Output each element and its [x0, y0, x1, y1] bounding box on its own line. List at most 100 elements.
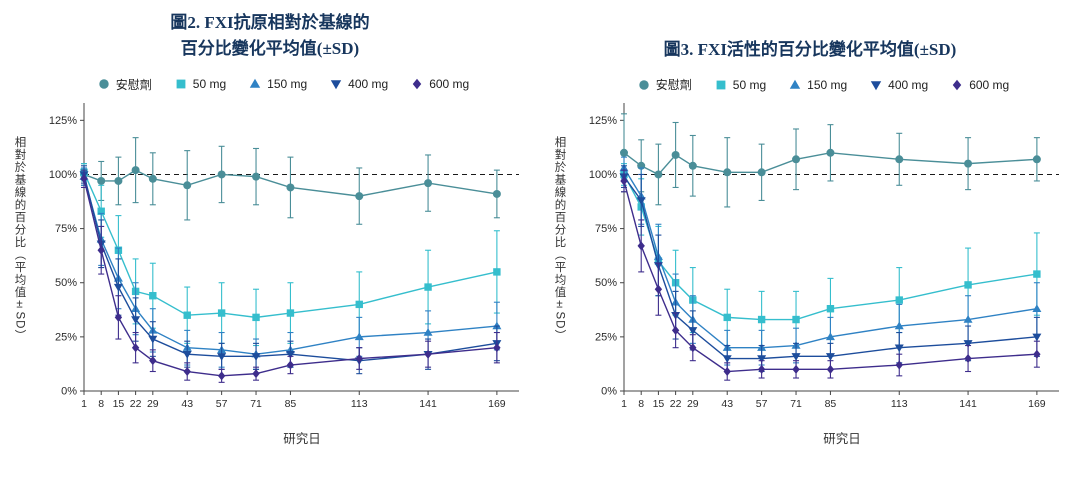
marker-circle	[653, 170, 662, 179]
marker-triangle-up	[894, 321, 904, 330]
marker-circle	[639, 80, 649, 90]
legend-item-50-mg: 50 mg	[174, 77, 226, 91]
y-tick-label: 100%	[48, 169, 76, 181]
legend-item-安慰劑: 安慰劑	[97, 76, 152, 93]
figure-3-title: 圖3. FXI活性的百分比變化平均值(±SD)	[664, 10, 957, 63]
marker-diamond	[148, 355, 157, 365]
x-tick-label: 141	[959, 398, 977, 410]
figure-2-y-axis-label: 相對於基線的百分比（平均值±SD）	[13, 135, 26, 342]
y-tick-label: 125%	[48, 115, 76, 127]
legend-marker-icon	[789, 79, 801, 89]
legend-label: 50 mg	[732, 77, 767, 92]
marker-square	[757, 316, 765, 324]
y-tick-label: 100%	[588, 169, 616, 181]
marker-circle	[131, 165, 140, 174]
y-tick-label: 125%	[588, 115, 616, 127]
legend-label: 安慰劑	[115, 77, 152, 92]
legend-label: 400 mg	[888, 77, 929, 92]
marker-triangle-down	[1031, 333, 1041, 342]
marker-square	[97, 207, 105, 215]
marker-diamond	[114, 312, 122, 322]
marker-diamond	[1032, 350, 1041, 360]
x-tick-label: 1	[621, 398, 627, 410]
marker-square	[176, 79, 186, 89]
x-tick-label: 85	[824, 398, 836, 410]
marker-circle	[251, 172, 260, 181]
marker-circle	[688, 162, 697, 171]
marker-square	[716, 80, 726, 90]
marker-diamond	[131, 342, 139, 352]
y-tick-label: 75%	[594, 223, 616, 235]
marker-triangle-up	[354, 332, 364, 340]
marker-circle	[492, 189, 501, 198]
marker-square	[791, 316, 800, 324]
marker-circle	[148, 174, 157, 183]
marker-triangle-down	[285, 350, 295, 359]
figure-2-title-line-2: 百分比變化平均值(±SD)	[180, 39, 360, 59]
legend-item-150-mg: 150 mg	[788, 78, 847, 92]
marker-circle	[182, 180, 191, 189]
axes	[83, 102, 519, 392]
y-tick-label: 50%	[594, 278, 616, 290]
legend-marker-icon	[639, 80, 649, 90]
marker-square	[895, 296, 903, 305]
marker-diamond	[895, 360, 903, 370]
marker-diamond	[791, 365, 800, 375]
marker-triangle-down	[825, 353, 835, 362]
y-axis-ticks: 0% 25% 50% 75% 100% 125%	[588, 115, 624, 398]
marker-square	[723, 314, 731, 322]
marker-square	[355, 300, 363, 308]
x-tick-label: 141	[419, 398, 437, 410]
figure-2-legend: 安慰劑 50 mg 150 mg 400 mg 600 mg	[71, 76, 469, 93]
legend-label: 600 mg	[969, 77, 1010, 92]
legend-label: 安慰劑	[655, 78, 692, 93]
marker-triangle-up	[249, 78, 261, 88]
marker-diamond	[619, 176, 628, 186]
y-tick-label: 50%	[54, 277, 76, 289]
marker-triangle-down	[963, 340, 973, 349]
marker-circle	[722, 168, 731, 177]
marker-circle	[354, 191, 363, 200]
marker-square	[286, 309, 294, 317]
legend-marker-icon	[870, 81, 882, 91]
x-axis-ticks: 1 8 15 22 29 43 57 71 85 113 141 169	[621, 391, 1045, 410]
y-tick-label: 25%	[54, 331, 76, 343]
marker-triangle-down	[251, 352, 261, 361]
marker-triangle-down	[791, 353, 801, 362]
marker-diamond	[251, 368, 260, 378]
x-tick-label: 71	[250, 398, 262, 410]
marker-diamond	[826, 365, 834, 375]
marker-triangle-down	[216, 352, 226, 361]
marker-square	[963, 281, 972, 289]
legend-label: 400 mg	[348, 77, 389, 92]
figure-2-x-axis-label: 研究日	[283, 431, 321, 446]
marker-diamond	[97, 245, 105, 255]
marker-diamond	[79, 173, 88, 183]
marker-square	[492, 267, 501, 276]
marker-diamond	[963, 354, 972, 364]
series-安慰劑	[619, 113, 1041, 208]
legend-label: 150 mg	[267, 77, 308, 92]
figure-3-title-line-1: 圖3. FXI活性的百分比變化平均值(±SD)	[663, 40, 957, 59]
marker-square	[1032, 270, 1041, 279]
x-tick-label: 22	[129, 398, 141, 410]
x-tick-label: 8	[98, 398, 104, 410]
x-tick-label: 113	[890, 398, 907, 410]
y-tick-label: 0%	[601, 386, 617, 398]
x-tick-label: 15	[652, 398, 664, 410]
legend-item-600-mg: 600 mg	[410, 77, 469, 91]
marker-circle	[96, 176, 105, 185]
marker-triangle-down	[687, 327, 697, 336]
marker-circle	[825, 149, 834, 158]
marker-triangle-down	[870, 81, 882, 91]
x-tick-label: 57	[755, 398, 767, 410]
x-tick-label: 15	[112, 398, 124, 410]
marker-diamond	[217, 371, 225, 381]
x-tick-label: 169	[488, 398, 506, 410]
legend-item-50-mg: 50 mg	[714, 78, 766, 92]
marker-triangle-up	[423, 327, 433, 336]
figure-3-plot-wrap: 相對於基線的百分比（平均值±SD） 0% 25% 50% 75% 100% 125% 1 8 1…	[548, 95, 1073, 427]
series-600-mg	[619, 169, 1041, 382]
legend-label: 150 mg	[807, 77, 848, 92]
